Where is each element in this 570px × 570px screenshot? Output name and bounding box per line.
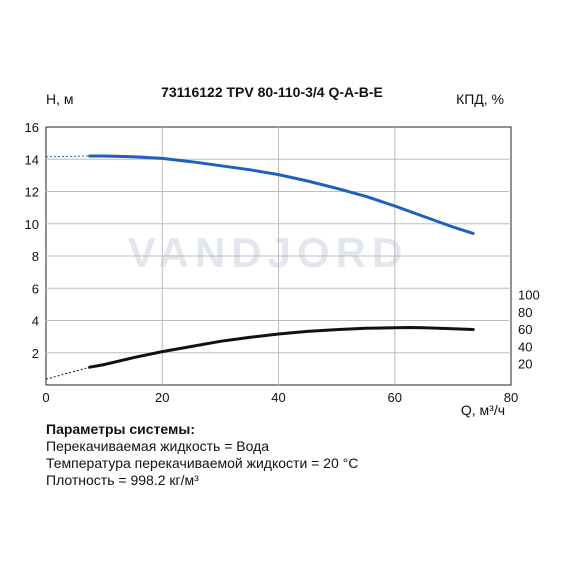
parameter-density: Плотность = 998.2 кг/м³ xyxy=(46,472,199,488)
system-parameters: Параметры системы: Перекачиваемая жидкос… xyxy=(46,421,358,489)
parameter-temperature: Температура перекачиваемой жидкости = 20… xyxy=(46,455,359,471)
parameter-fluid: Перекачиваемая жидкость = Вода xyxy=(46,438,270,454)
x-tick-label: 80 xyxy=(504,390,518,405)
watermark: VANDJORD xyxy=(128,229,409,276)
right-y-tick-label: 80 xyxy=(518,305,532,320)
left-y-tick-label: 14 xyxy=(25,152,39,167)
series-0-extrapolated-line xyxy=(45,155,90,158)
series-1-extrapolated-line xyxy=(45,366,90,380)
left-y-tick-label: 10 xyxy=(25,217,39,232)
right-y-tick-labels: 20 40 60 80 100 xyxy=(518,288,540,372)
x-tick-label: 0 xyxy=(42,390,49,405)
grid xyxy=(46,127,511,385)
left-y-tick-label: 6 xyxy=(32,281,39,296)
x-axis-title: Q, м³/ч xyxy=(461,402,505,418)
right-y-tick-label: 60 xyxy=(518,322,532,337)
left-y-tick-label: 2 xyxy=(32,346,39,361)
x-tick-label: 40 xyxy=(271,390,285,405)
right-y-tick-label: 40 xyxy=(518,339,532,354)
parameters-heading: Параметры системы: xyxy=(46,421,196,437)
x-tick-labels: 0 20 40 60 80 xyxy=(42,390,518,405)
right-y-tick-label: 20 xyxy=(518,357,532,372)
x-tick-label: 60 xyxy=(388,390,402,405)
x-tick-label: 20 xyxy=(155,390,169,405)
left-y-tick-labels: 2 4 6 8 10 12 14 16 xyxy=(25,120,39,361)
chart-title: 73116122 TPV 80-110-3/4 Q-A-B-E xyxy=(161,84,383,100)
left-y-tick-label: 16 xyxy=(25,120,39,135)
left-y-tick-label: 4 xyxy=(32,314,39,329)
left-y-tick-label: 8 xyxy=(32,249,39,264)
pump-curve-chart: VANDJORD 0 20 40 60 80 2 4 6 8 10 12 14 16 20 40 60 80… xyxy=(25,84,540,418)
head-curve xyxy=(88,154,475,235)
left-y-axis-title: Н, м xyxy=(46,91,74,107)
left-y-tick-label: 12 xyxy=(25,185,39,200)
series-layer xyxy=(45,154,475,380)
right-y-tick-label: 100 xyxy=(518,288,540,303)
right-y-axis-title: КПД, % xyxy=(456,91,504,107)
efficiency-curve xyxy=(88,326,475,369)
